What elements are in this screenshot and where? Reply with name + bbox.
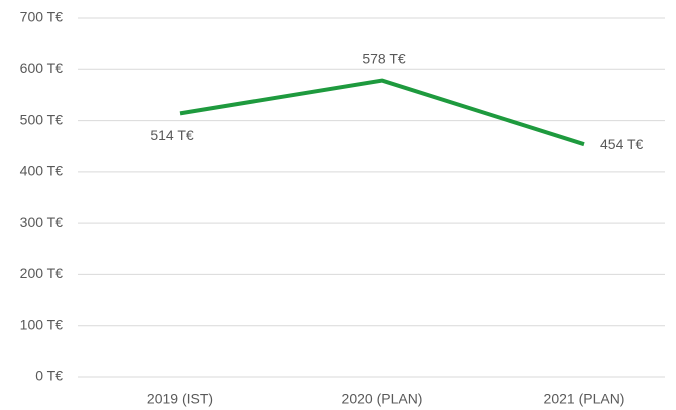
data-label: 454 T€ — [600, 136, 644, 152]
x-tick-label: 2019 (IST) — [147, 391, 213, 407]
y-tick-label: 300 T€ — [20, 214, 64, 230]
data-label: 514 T€ — [150, 127, 194, 143]
y-tick-label: 400 T€ — [20, 163, 64, 179]
y-tick-label: 700 T€ — [20, 9, 64, 25]
data-label: 578 T€ — [362, 50, 406, 66]
y-tick-label: 0 T€ — [35, 368, 63, 384]
y-tick-label: 200 T€ — [20, 265, 64, 281]
x-tick-label: 2021 (PLAN) — [544, 391, 625, 407]
y-tick-label: 600 T€ — [20, 60, 64, 76]
x-tick-label: 2020 (PLAN) — [342, 391, 423, 407]
y-tick-label: 100 T€ — [20, 316, 64, 332]
line-series — [179, 78, 585, 147]
y-tick-label: 500 T€ — [20, 111, 64, 127]
